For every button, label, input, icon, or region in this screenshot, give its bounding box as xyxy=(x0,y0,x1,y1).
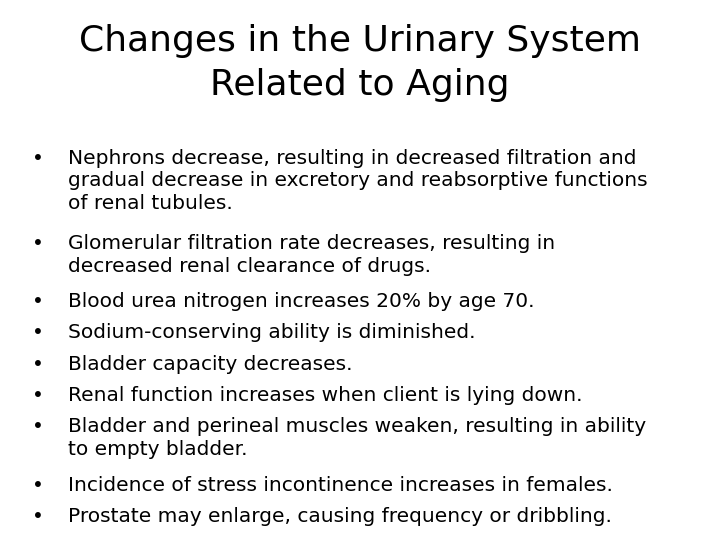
Text: Renal function increases when client is lying down.: Renal function increases when client is … xyxy=(68,386,583,405)
Text: Prostate may enlarge, causing frequency or dribbling.: Prostate may enlarge, causing frequency … xyxy=(68,507,612,526)
Text: •: • xyxy=(32,148,44,167)
Text: Glomerular filtration rate decreases, resulting in
decreased renal clearance of : Glomerular filtration rate decreases, re… xyxy=(68,234,556,275)
Text: Blood urea nitrogen increases 20% by age 70.: Blood urea nitrogen increases 20% by age… xyxy=(68,292,535,311)
Text: •: • xyxy=(32,417,44,436)
Text: •: • xyxy=(32,292,44,311)
Text: •: • xyxy=(32,476,44,495)
Text: •: • xyxy=(32,234,44,253)
Text: •: • xyxy=(32,323,44,342)
Text: •: • xyxy=(32,507,44,526)
Text: Related to Aging: Related to Aging xyxy=(210,68,510,102)
Text: Bladder and perineal muscles weaken, resulting in ability
to empty bladder.: Bladder and perineal muscles weaken, res… xyxy=(68,417,647,459)
Text: Nephrons decrease, resulting in decreased filtration and
gradual decrease in exc: Nephrons decrease, resulting in decrease… xyxy=(68,148,648,213)
Text: •: • xyxy=(32,355,44,374)
Text: Changes in the Urinary System: Changes in the Urinary System xyxy=(79,24,641,58)
Text: •: • xyxy=(32,386,44,405)
Text: Incidence of stress incontinence increases in females.: Incidence of stress incontinence increas… xyxy=(68,476,613,495)
Text: Sodium-conserving ability is diminished.: Sodium-conserving ability is diminished. xyxy=(68,323,476,342)
Text: Bladder capacity decreases.: Bladder capacity decreases. xyxy=(68,355,353,374)
